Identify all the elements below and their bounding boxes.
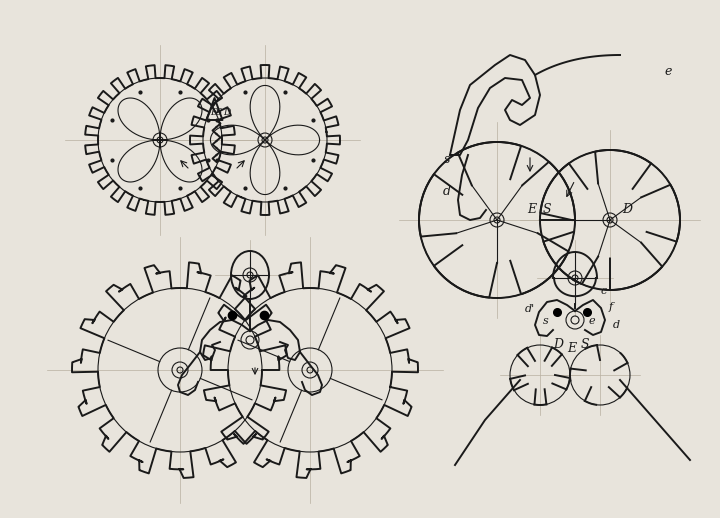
Text: s: s [444,153,451,166]
Text: E: E [527,203,536,216]
Text: S: S [581,338,590,351]
Text: S: S [543,203,552,216]
Text: f: f [609,302,613,312]
Text: s: s [543,316,549,326]
Text: D: D [622,203,632,216]
Text: d: d [443,185,451,198]
Text: D: D [223,108,230,117]
Text: e: e [589,316,595,326]
Text: d': d' [525,304,535,314]
Text: S: S [215,108,222,117]
Text: E: E [210,108,217,117]
Text: D: D [553,338,563,351]
Text: c: c [601,286,607,296]
Text: e: e [664,65,671,78]
Text: E: E [567,342,576,355]
Text: d: d [613,320,620,330]
